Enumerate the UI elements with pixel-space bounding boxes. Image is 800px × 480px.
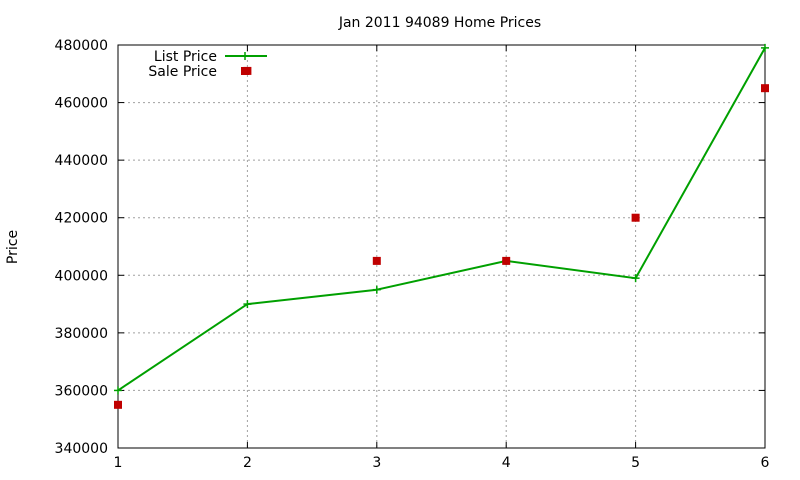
- grid-lines: [118, 45, 765, 448]
- marker-sale-price: [372, 256, 381, 265]
- y-tick-label: 380000: [55, 326, 108, 342]
- y-tick-labels: 340000 360000 380000 400000 420000 440000 4600…: [55, 38, 108, 457]
- plot-frame: [117, 44, 766, 449]
- legend-label-sale-price: Sale Price: [148, 64, 217, 80]
- y-tick-label: 340000: [55, 441, 108, 457]
- y-axis-label: Price: [5, 230, 21, 264]
- x-tick-label: 2: [243, 455, 252, 471]
- y-tick-label: 440000: [55, 153, 108, 169]
- y-tick-label: 460000: [55, 96, 108, 112]
- marker-list-price: [761, 43, 769, 52]
- axis-ticks: [117, 44, 766, 449]
- marker-sale-price: [114, 400, 122, 409]
- legend: List Price Sale Price: [148, 49, 267, 80]
- y-tick-label: 480000: [55, 38, 108, 54]
- marker-list-price: [243, 300, 252, 309]
- marker-list-price: [114, 386, 122, 395]
- marker-sale-price: [761, 84, 769, 93]
- series-layer: [114, 43, 769, 409]
- marker-list-price: [372, 285, 381, 294]
- x-tick-label: 1: [114, 455, 123, 471]
- marker-sale-price: [631, 213, 640, 222]
- x-tick-label: 6: [761, 455, 770, 471]
- x-tick-label: 4: [502, 455, 511, 471]
- x-tick-labels: 1 2 3 4 5 6: [114, 455, 770, 471]
- y-tick-label: 360000: [55, 383, 108, 399]
- y-tick-label: 420000: [55, 211, 108, 227]
- legend-marker-sale-price: [241, 67, 249, 75]
- x-tick-label: 3: [372, 455, 381, 471]
- legend-marker-list-price: [241, 52, 249, 60]
- y-tick-label: 400000: [55, 268, 108, 284]
- series-line-list-price: [117, 47, 766, 392]
- x-tick-label: 5: [631, 455, 640, 471]
- marker-list-price: [631, 274, 640, 283]
- chart-title: Jan 2011 94089 Home Prices: [338, 15, 541, 31]
- legend-label-list-price: List Price: [154, 49, 217, 65]
- marker-sale-price: [502, 256, 511, 265]
